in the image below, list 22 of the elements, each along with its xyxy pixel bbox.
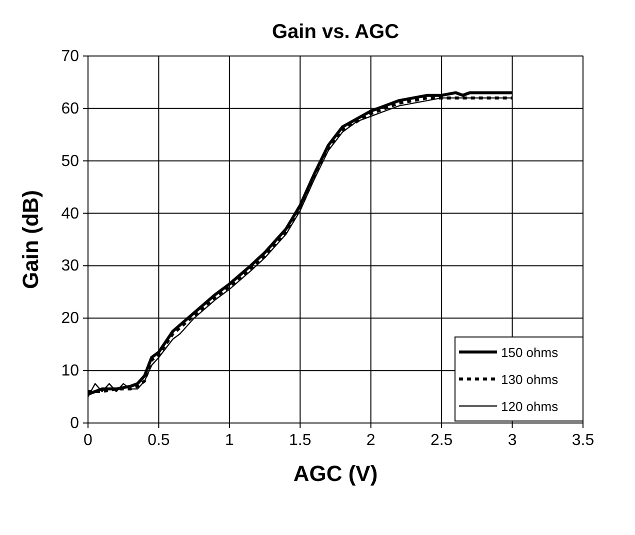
y-tick-label: 0 <box>70 415 80 432</box>
y-tick-label: 10 <box>61 362 80 380</box>
chart-title: Gain vs. AGC <box>272 21 400 43</box>
y-tick-label: 70 <box>61 48 80 65</box>
y-tick-label: 20 <box>61 310 80 328</box>
x-axis-title: AGC (V) <box>293 461 378 486</box>
x-tick-label: 3 <box>508 432 517 449</box>
x-tick-label: 3.5 <box>572 432 594 449</box>
legend-label: 130 ohms <box>501 372 559 387</box>
y-tick-label: 50 <box>61 152 80 170</box>
x-tick-label: 1.5 <box>289 432 312 449</box>
y-tick-label: 60 <box>61 100 80 118</box>
x-tick-label: 1 <box>224 432 234 449</box>
y-tick-label: 40 <box>61 205 80 222</box>
x-tick-label: 2 <box>366 432 376 449</box>
legend-label: 150 ohms <box>501 345 559 360</box>
x-tick-label: 2.5 <box>430 432 453 449</box>
y-tick-label: 30 <box>61 258 80 275</box>
x-tick-label: 0 <box>84 432 93 449</box>
y-axis-title: Gain (dB) <box>18 190 43 289</box>
legend-label: 120 ohms <box>501 399 559 414</box>
x-tick-label: 0.5 <box>148 432 170 449</box>
